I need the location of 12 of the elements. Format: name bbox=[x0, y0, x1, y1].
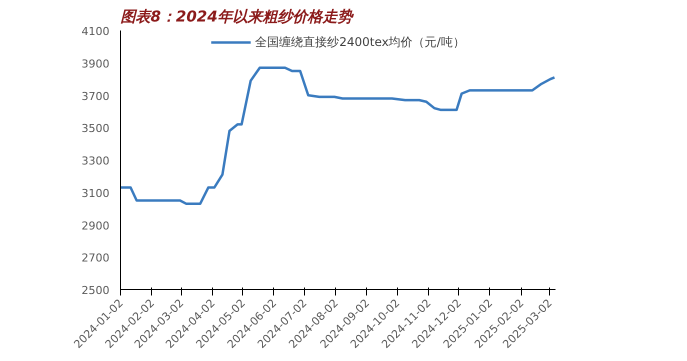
y-tick-label: 2500 bbox=[82, 284, 110, 297]
y-tick-label: 2700 bbox=[82, 252, 110, 265]
y-tick-label: 4100 bbox=[82, 25, 110, 38]
y-tick-label: 3500 bbox=[82, 122, 110, 136]
y-tick-label: 3300 bbox=[82, 154, 110, 168]
y-tick-label: 3100 bbox=[82, 186, 110, 200]
chart-title: 图表8：2024年以来粗纱价格走势 bbox=[120, 8, 355, 26]
legend-label: 全国缠绕直接纱2400tex均价（元/吨） bbox=[255, 34, 465, 50]
y-tick-label: 3900 bbox=[82, 57, 110, 70]
y-tick-label: 2900 bbox=[82, 219, 110, 232]
y-tick-label: 3700 bbox=[82, 90, 110, 103]
line-series bbox=[120, 66, 556, 205]
